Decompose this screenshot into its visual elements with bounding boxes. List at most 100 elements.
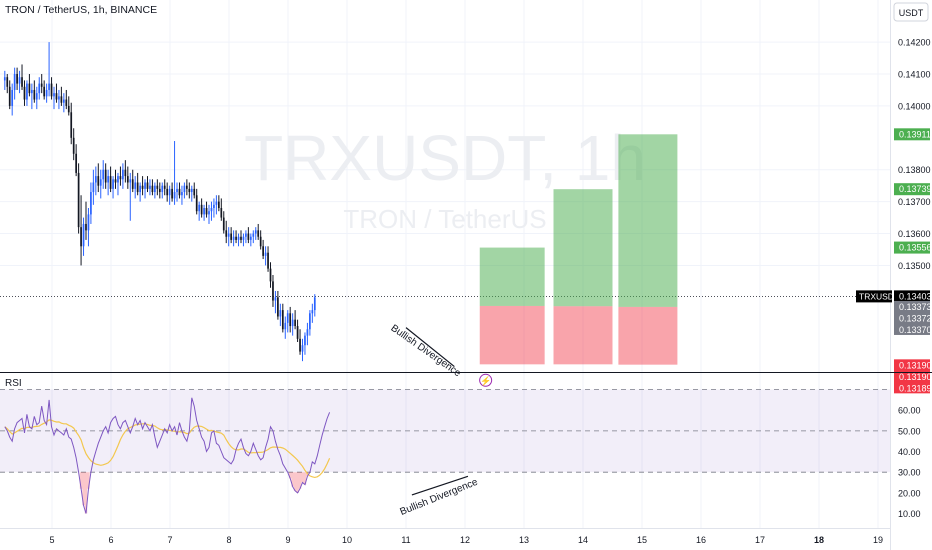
candle-body [107, 176, 109, 183]
price-axis[interactable]: 0.14200 0.14100 0.14000 0.13800 0.13700 0.136… [898, 38, 931, 271]
candle-body [77, 172, 80, 228]
candle-body [311, 310, 314, 314]
candle-body [117, 176, 119, 183]
candle-body [294, 319, 296, 327]
candle-body [102, 169, 105, 180]
candle-body [3, 77, 6, 81]
rsi-title: RSI [5, 378, 22, 389]
currency-label: USDT [899, 8, 924, 18]
long-position[interactable] [553, 189, 613, 365]
candle-body [23, 86, 26, 100]
candle-body [60, 96, 63, 103]
candle-body [21, 77, 23, 87]
candle-body [203, 208, 205, 215]
candle-body [109, 176, 112, 189]
candle-body [304, 335, 306, 346]
candle-body [178, 188, 181, 196]
candle-body [249, 236, 252, 240]
candle-body [188, 188, 191, 193]
candle-body [146, 182, 149, 189]
time-tick-label: 14 [578, 535, 588, 545]
candle-body [161, 185, 164, 193]
candle-body [65, 99, 68, 106]
candle-body [286, 313, 289, 323]
candle-body [156, 185, 159, 189]
watermark-name: TRON / TetherUS [343, 204, 546, 234]
long-position[interactable] [479, 247, 545, 365]
candle-body [158, 188, 161, 193]
price-tick-label: 0.14200 [898, 38, 931, 48]
candle-body [296, 326, 299, 339]
candle-body [58, 96, 60, 100]
candle-body [131, 179, 134, 189]
candle-body [122, 169, 124, 180]
candle-body [267, 252, 269, 269]
time-tick-label: 13 [519, 535, 529, 545]
candle-body [222, 217, 225, 231]
candle-body [173, 192, 176, 199]
candle-body [8, 86, 11, 106]
candle-body [144, 182, 146, 189]
time-tick-label: 5 [49, 535, 54, 545]
position-stop-zone [618, 306, 678, 365]
candle-body [254, 230, 257, 234]
candle-body [291, 319, 294, 327]
candle-body [129, 179, 132, 183]
price-tags: 0.139110.137390.13556TRXUSDT0.1340359:03… [856, 128, 932, 394]
entry-price-tag: 0.13372 [899, 313, 932, 323]
time-tick-label: 17 [755, 535, 765, 545]
time-tick-label: 12 [460, 535, 470, 545]
rsi-tick-label: 40.00 [898, 447, 921, 457]
candle-body [154, 185, 156, 193]
time-tick-label: 9 [285, 535, 290, 545]
candle-body [50, 83, 53, 97]
candle-body [259, 236, 262, 247]
candle-body [272, 281, 274, 301]
candle-body [40, 83, 43, 87]
long-position[interactable] [618, 134, 678, 365]
position-tools[interactable] [479, 134, 678, 365]
candle-body [176, 188, 178, 193]
target-price-tag-bg [894, 183, 930, 196]
candle-body [240, 236, 242, 240]
candle-body [119, 176, 122, 180]
time-axis[interactable]: 5 6 7 8 9 10 11 12 13 14 15 16 17 18 19 [49, 535, 883, 545]
candle-body [299, 338, 301, 352]
candle-body [257, 230, 260, 237]
candle-body [213, 204, 215, 209]
candle-body [193, 188, 196, 196]
candle-body [45, 89, 48, 97]
candle-body [235, 236, 237, 240]
candle-body [301, 345, 304, 352]
time-tick-label: 15 [637, 535, 647, 545]
candle-body [215, 201, 218, 205]
time-tick-label: 11 [401, 535, 410, 545]
currency-button[interactable]: USDT [893, 2, 929, 22]
divergence-label-price: Bullish Divergence [389, 323, 464, 380]
candle-body [190, 188, 193, 193]
candle-body [309, 313, 311, 330]
candle-body [274, 297, 277, 301]
target-price-tag-bg [894, 241, 930, 254]
target-price-tag: 0.13556 [899, 243, 932, 253]
rsi-tick-label: 50.00 [898, 426, 921, 436]
time-tick-label: 18 [814, 535, 824, 545]
candle-body [43, 86, 46, 97]
price-tick-label: 0.14000 [898, 101, 931, 111]
candle-body [208, 211, 210, 215]
candle-body [35, 93, 38, 100]
candlestick-series [3, 42, 316, 362]
position-target-zone [553, 189, 613, 307]
candle-body [210, 208, 213, 212]
entry-price-tag-bg [894, 300, 930, 335]
candle-body [26, 83, 28, 100]
target-price-tag: 0.13739 [899, 184, 932, 194]
candle-body [72, 137, 75, 154]
candle-body [245, 233, 247, 237]
candle-body [306, 329, 309, 336]
price-tick-label: 0.13500 [898, 261, 931, 271]
candle-body [97, 176, 100, 186]
candle-body [269, 268, 272, 282]
